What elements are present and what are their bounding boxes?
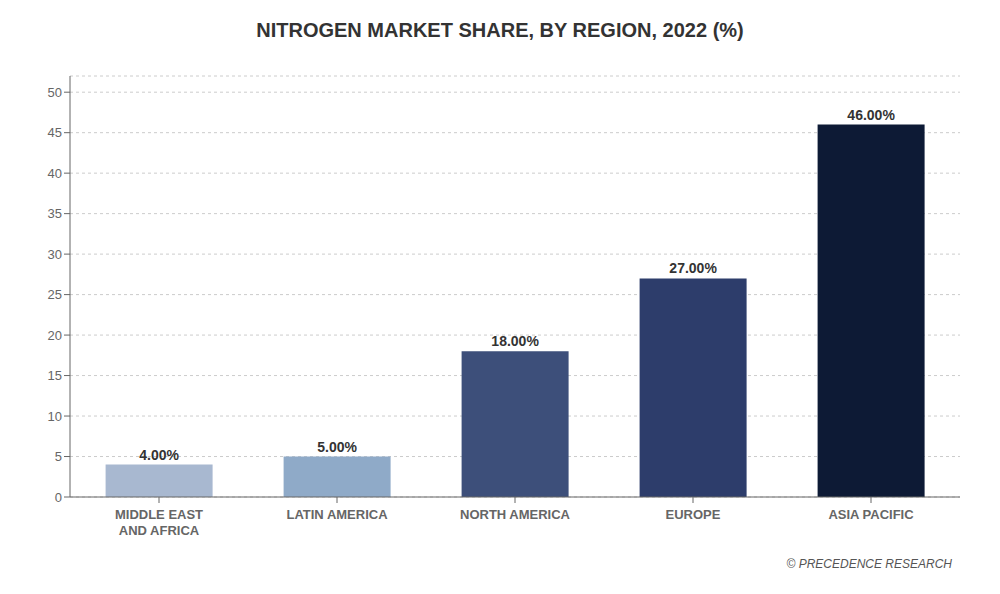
html-text:NITROGEN MARKET SHARE, BY REGI: NITROGEN MARKET SHARE, BY REGION, 2022 (… <box>256 19 744 41</box>
svg-text:18.00%: 18.00% <box>491 333 539 349</box>
svg-text:27.00%: 27.00% <box>669 260 717 276</box>
svg-text:NORTH AMERICA: NORTH AMERICA <box>460 507 571 522</box>
svg-text:4.00%: 4.00% <box>139 447 179 463</box>
svg-text:40: 40 <box>48 166 62 181</box>
svg-text:25: 25 <box>48 287 62 302</box>
svg-text:20: 20 <box>48 328 62 343</box>
svg-text:15: 15 <box>48 368 62 383</box>
html-text:© PRECEDENCE RESEARCH: © PRECEDENCE RESEARCH <box>786 557 952 571</box>
svg-text:ASIA PACIFIC: ASIA PACIFIC <box>828 507 914 522</box>
svg-text:0: 0 <box>55 490 62 505</box>
svg-text:EUROPE: EUROPE <box>666 507 721 522</box>
svg-text:45: 45 <box>48 125 62 140</box>
svg-text:30: 30 <box>48 247 62 262</box>
svg-text:5: 5 <box>55 449 62 464</box>
svg-text:LATIN AMERICA: LATIN AMERICA <box>286 507 388 522</box>
svg-text:46.00%: 46.00% <box>847 107 895 123</box>
svg-text:MIDDLE EASTAND AFRICA: MIDDLE EASTAND AFRICA <box>115 507 203 538</box>
svg-text:50: 50 <box>48 85 62 100</box>
svg-text:35: 35 <box>48 206 62 221</box>
svg-text:10: 10 <box>48 409 62 424</box>
svg-text:5.00%: 5.00% <box>317 439 357 455</box>
